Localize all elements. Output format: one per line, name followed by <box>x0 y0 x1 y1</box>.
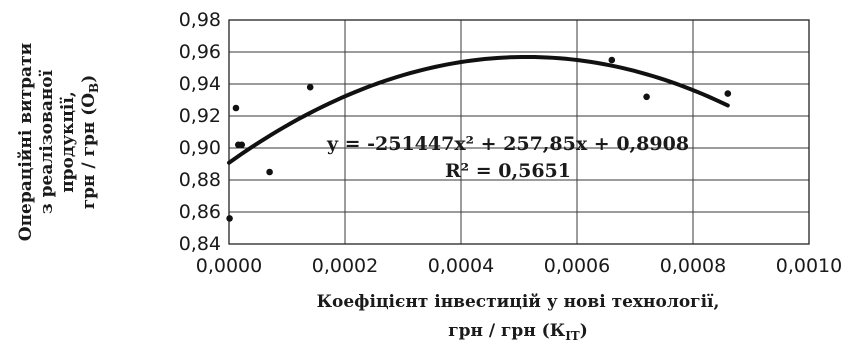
y-axis-title-line4: грн / грн (ОВ) <box>79 75 101 210</box>
y-tick-label: 0,94 <box>179 73 221 95</box>
r-squared: R² = 0,5651 <box>445 160 571 182</box>
data-point <box>724 90 732 97</box>
y-tick-label: 0,98 <box>179 9 221 31</box>
trend-equation: y = -251447x² + 257,85x + 0,8908 <box>326 133 689 155</box>
trendline <box>227 54 730 165</box>
x-tick-label: 0,0002 <box>312 255 378 277</box>
y-axis-title-subscript: В <box>87 83 101 93</box>
x-axis-title-subscript: ІТ <box>565 329 580 343</box>
y-axis-title-line2: з реалізованої <box>37 69 57 214</box>
x-axis-ticks: 0,0000 0,0002 0,0004 0,0006 0,0008 0,0010 <box>196 255 842 277</box>
x-tick-label: 0,0006 <box>544 255 610 277</box>
plot-frame <box>228 19 810 245</box>
data-point <box>238 141 246 149</box>
y-axis-title: Операційні витрати з реалізованої продук… <box>16 42 101 241</box>
x-tick-label: 0,0000 <box>196 255 262 277</box>
grid <box>228 19 810 245</box>
data-point <box>232 104 240 112</box>
data-point <box>226 215 233 222</box>
y-axis-title-line1: Операційні витрати <box>16 42 36 241</box>
x-axis-title-line2: грн / грн (КІТ) <box>448 321 588 343</box>
data-point <box>306 83 314 91</box>
y-tick-label: 0,86 <box>179 201 221 223</box>
data-point <box>643 93 650 101</box>
y-axis-title-close: ) <box>79 75 99 83</box>
x-axis-title: Коефіцієнт інвестицій у нові технології, <box>317 292 720 312</box>
y-tick-label: 0,96 <box>179 41 221 63</box>
x-axis-title-close: ) <box>580 321 588 341</box>
x-tick-label: 0,0010 <box>776 255 842 277</box>
data-points <box>226 56 732 222</box>
y-tick-label: 0,84 <box>179 233 221 255</box>
x-axis-title-main: грн / грн (К <box>448 321 566 341</box>
x-tick-label: 0,0008 <box>660 255 726 277</box>
y-tick-label: 0,90 <box>179 137 221 159</box>
y-axis-title-line3: продукції, <box>58 91 78 193</box>
y-tick-label: 0,92 <box>179 105 221 127</box>
y-tick-label: 0,88 <box>179 169 221 191</box>
data-point <box>608 56 616 64</box>
y-axis-title-main: грн / грн (О <box>79 93 99 210</box>
y-axis-ticks: 0,84 0,86 0,88 0,90 0,92 0,94 0,96 0,98 <box>179 9 221 255</box>
data-point <box>266 168 273 176</box>
x-tick-label: 0,0004 <box>428 255 494 277</box>
